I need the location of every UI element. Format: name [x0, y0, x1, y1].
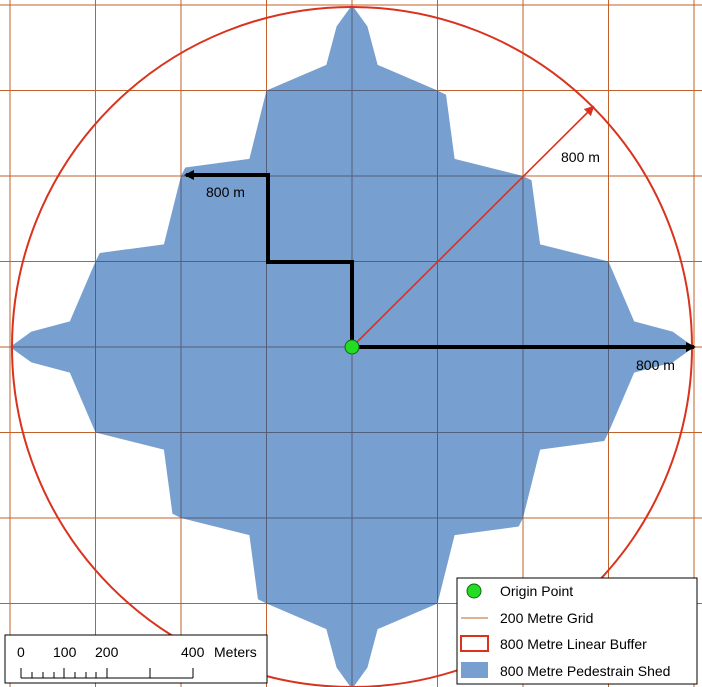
buffer-legend-icon	[460, 635, 489, 652]
route-distance-label: 800 m	[206, 184, 245, 200]
legend-item-shed: 800 Metre Pedestrain Shed	[500, 663, 670, 679]
legend-item-grid: 200 Metre Grid	[500, 610, 593, 626]
scale-bar: 0 100 200 400 Meters	[4, 634, 268, 684]
network-route-arrow	[184, 170, 354, 347]
scale-tick-100: 100	[53, 644, 77, 660]
legend-item-origin: Origin Point	[500, 583, 573, 599]
origin-point[interactable]	[344, 339, 360, 355]
scale-ticks	[20, 668, 194, 679]
origin-point-legend-icon	[466, 583, 482, 599]
scale-tick-200: 200	[95, 644, 119, 660]
scale-tick-0: 0	[17, 644, 25, 660]
scale-bar-frame	[4, 634, 268, 684]
legend-frame	[456, 577, 698, 685]
radius-distance-label: 800 m	[561, 149, 600, 165]
scale-tick-400: 400	[181, 644, 205, 660]
scale-unit: Meters	[214, 644, 257, 660]
legend: Origin Point 200 Metre Grid 800 Metre Li…	[456, 577, 698, 685]
shed-legend-icon	[461, 662, 488, 678]
legend-item-buffer: 800 Metre Linear Buffer	[500, 636, 647, 652]
east-distance-label: 800 m	[636, 357, 675, 373]
buffer-radius-arrow	[351, 105, 595, 348]
